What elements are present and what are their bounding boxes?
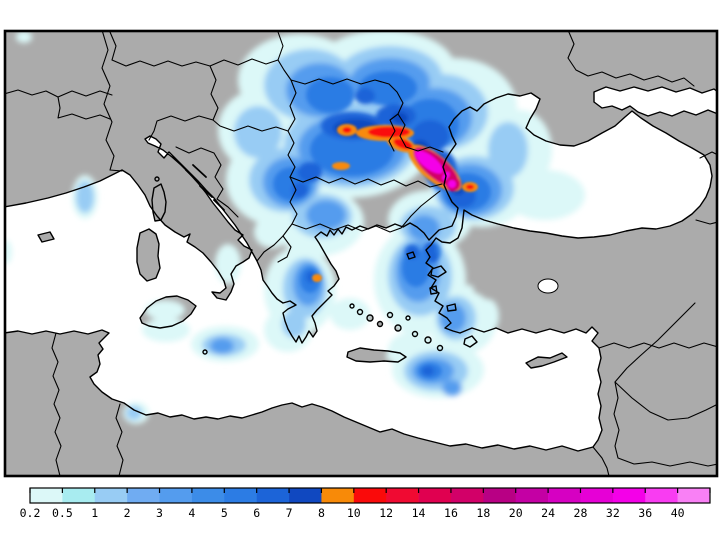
legend-cell (62, 488, 96, 503)
legend-cell (483, 488, 517, 503)
lake-tuz (537, 278, 559, 294)
precipitation-field (5, 31, 585, 424)
legend-tick-label: 4 (188, 506, 195, 520)
legend-tick-label: 5 (221, 506, 228, 520)
legend-tick-label: 0.5 (52, 506, 73, 520)
legend-cell (30, 488, 63, 503)
legend-tick-label: 18 (476, 506, 490, 520)
legend-tick-label: 40 (671, 506, 685, 520)
legend-cell (321, 488, 355, 503)
legend-cell (580, 488, 614, 503)
legend-tick-label: 0.2 (20, 506, 41, 520)
legend-cell (159, 488, 193, 503)
legend-outline (29, 487, 711, 504)
legend-cell (418, 488, 452, 503)
legend-cell (353, 488, 387, 503)
legend-tick-label: 6 (253, 506, 260, 520)
legend-tick-label: 12 (379, 506, 393, 520)
legend-tick-label: 2 (124, 506, 131, 520)
map-frame (3, 29, 719, 478)
legend-cell (645, 488, 678, 503)
legend-tick-label: 20 (509, 506, 523, 520)
legend-tick-label: 16 (444, 506, 458, 520)
map-area (5, 31, 717, 476)
legend-cell (127, 488, 160, 503)
legend-cell (450, 488, 484, 503)
color-scale-legend: 0.2 0.5 1 2 3 4 5 6 7 8 10 12 14 16 18 20 24 28 32 36 40 (20, 487, 711, 520)
legend-cell (548, 488, 581, 503)
legend-tick-label: 32 (606, 506, 620, 520)
precip-intense-cores (312, 124, 478, 282)
legend-tick-label: 36 (638, 506, 652, 520)
legend-tick-label: 7 (286, 506, 293, 520)
croatian-island-slivers (185, 164, 225, 211)
legend-cell (515, 488, 549, 503)
legend-cell (94, 488, 128, 503)
legend-cell (256, 488, 290, 503)
legend-tick-label: 1 (91, 506, 98, 520)
legend-tick-label: 28 (574, 506, 588, 520)
legend-cell (289, 488, 322, 503)
legend-tick-label: 10 (347, 506, 361, 520)
legend-tick-label: 8 (318, 506, 325, 520)
legend-cell (677, 488, 711, 503)
legend-tick-label: 14 (412, 506, 426, 520)
legend-cell (612, 488, 646, 503)
legend-tick-label: 3 (156, 506, 163, 520)
legend-cell (224, 488, 257, 503)
legend-tick-label: 24 (541, 506, 555, 520)
legend-cell (191, 488, 225, 503)
legend-cell (386, 488, 419, 503)
